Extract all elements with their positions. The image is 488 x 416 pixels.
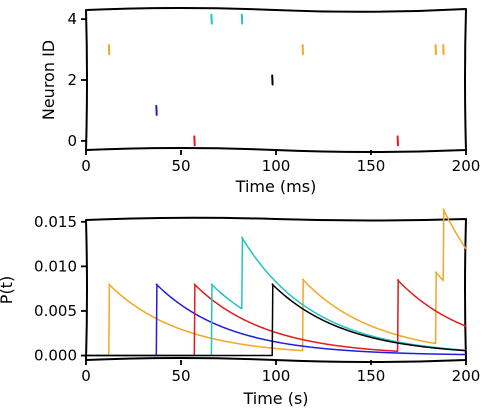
probability-lines bbox=[86, 208, 467, 357]
probability-plot: 0 50 100 150 200 0.000 0.005 0.010 0.015 Time (s… bbox=[0, 208, 480, 408]
probability-y-axis-label: P(t) bbox=[0, 276, 16, 304]
raster-marks bbox=[107, 13, 445, 147]
probability-x-tick-label: 150 bbox=[357, 367, 386, 385]
raster-plot: 0 50 100 150 200 0 2 4 Time (ms) Neuron ID bbox=[39, 7, 480, 196]
raster-ticks: 0 50 100 150 200 0 2 4 bbox=[67, 10, 480, 175]
raster-x-tick-label: 100 bbox=[262, 157, 291, 175]
probability-line-neuron-3 bbox=[86, 208, 467, 357]
raster-y-tick-label: 0 bbox=[67, 132, 77, 150]
probability-x-axis-label: Time (s) bbox=[242, 389, 308, 408]
raster-plot-frame bbox=[85, 7, 467, 153]
raster-x-tick-label: 50 bbox=[171, 157, 190, 175]
raster-x-tick-label: 150 bbox=[357, 157, 386, 175]
raster-x-axis-label: Time (ms) bbox=[235, 177, 317, 196]
probability-ticks: 0 50 100 150 200 0.000 0.005 0.010 0.015 bbox=[34, 213, 480, 385]
raster-y-axis-label: Neuron ID bbox=[39, 40, 58, 120]
raster-y-tick-label: 4 bbox=[67, 10, 77, 28]
raster-x-tick-label: 200 bbox=[452, 157, 481, 175]
raster-x-tick-label: 0 bbox=[81, 157, 91, 175]
probability-line-neuron-2 bbox=[86, 283, 467, 357]
raster-y-tick-label: 2 bbox=[67, 71, 77, 89]
probability-x-tick-label: 100 bbox=[262, 367, 291, 385]
probability-x-tick-label: 200 bbox=[452, 367, 481, 385]
probability-y-tick-label: 0.010 bbox=[34, 257, 77, 275]
probability-y-tick-label: 0.015 bbox=[34, 213, 77, 231]
probability-x-tick-label: 0 bbox=[81, 367, 91, 385]
probability-x-tick-label: 50 bbox=[171, 367, 190, 385]
probability-y-tick-label: 0.005 bbox=[34, 302, 77, 320]
probability-y-tick-label: 0.000 bbox=[34, 347, 77, 365]
probability-plot-frame bbox=[85, 216, 467, 363]
